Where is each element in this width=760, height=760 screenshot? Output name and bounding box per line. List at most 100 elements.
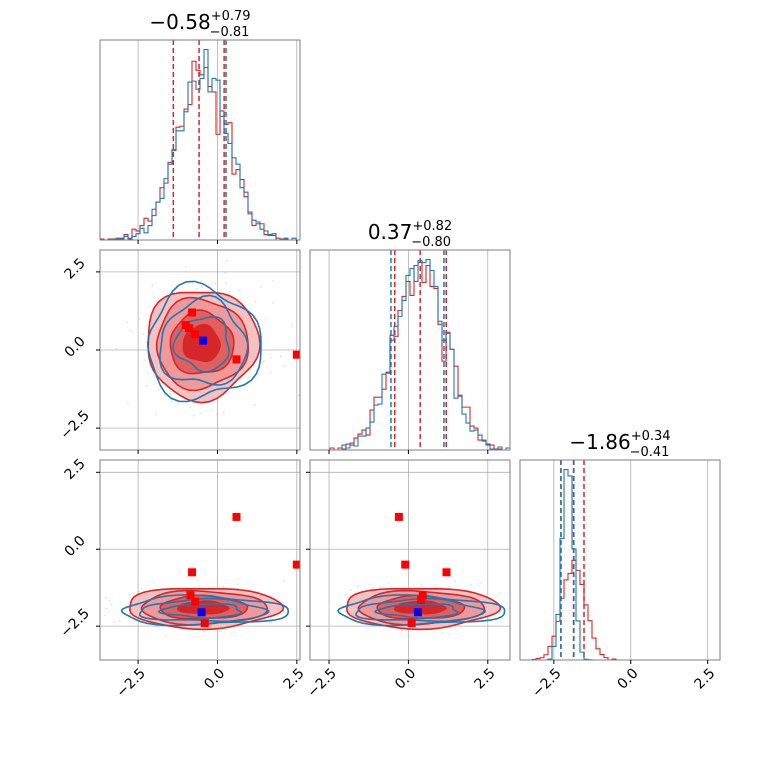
sample-point — [272, 301, 274, 304]
scatter-layer — [115, 259, 300, 417]
red-marker — [181, 321, 190, 329]
red-contour-line — [155, 296, 250, 392]
sample-point — [441, 632, 444, 635]
red-marker — [394, 512, 403, 521]
y-tick-label: −2.5 — [57, 408, 92, 443]
x-tick-label: −2.5 — [529, 666, 564, 701]
red-marker — [188, 568, 197, 577]
sample-point — [284, 611, 287, 614]
sample-point — [97, 599, 99, 601]
sample-point — [357, 585, 360, 588]
sample-point — [339, 604, 342, 607]
sample-point — [268, 621, 271, 624]
sample-point — [107, 610, 110, 613]
blue-contour-line — [336, 594, 506, 627]
grid — [100, 460, 300, 660]
sample-point — [104, 614, 106, 617]
sample-point — [138, 318, 141, 321]
blue-marker — [197, 608, 206, 617]
sample-point — [279, 355, 282, 358]
sample-point — [153, 581, 155, 584]
sample-point — [379, 585, 382, 588]
panel-title: −0.58+0.79 −0.81 — [149, 9, 250, 40]
sample-point — [365, 627, 368, 630]
sample-point — [140, 587, 143, 590]
panel-title: 0.37+0.82 −0.80 — [368, 219, 452, 250]
sample-point — [327, 616, 330, 619]
red-marker — [442, 568, 451, 577]
sample-point — [161, 384, 164, 387]
sample-point — [327, 625, 330, 628]
sample-point — [199, 412, 202, 415]
sample-point — [387, 581, 390, 584]
y-tick-label: 2.5 — [62, 256, 89, 283]
sample-point — [196, 287, 198, 290]
sample-point — [220, 630, 223, 633]
axes-frame — [99, 459, 301, 661]
red-marker — [200, 619, 209, 628]
axes-row2-col2 — [309, 249, 511, 454]
sample-point — [214, 282, 217, 285]
red-contour-line — [346, 588, 502, 631]
sample-point — [264, 317, 267, 320]
sample-point — [421, 584, 423, 587]
sample-point — [113, 621, 116, 623]
panel-row1-col1 — [137, 40, 298, 240]
red-marker — [401, 560, 410, 569]
axes-row3-col1: −2.5 0.0 2.5 −2.5 0.0 2.5 — [57, 456, 307, 701]
grid — [553, 460, 709, 660]
sample-point — [138, 590, 141, 593]
sample-point — [210, 409, 213, 412]
sample-point — [222, 411, 225, 414]
sample-point — [105, 607, 108, 610]
red-marker — [407, 619, 416, 628]
scatter-layer — [97, 512, 300, 637]
panel-row3-col3 — [553, 460, 709, 660]
blue-contour-line — [172, 315, 230, 373]
histogram-series-0 — [100, 60, 300, 240]
sample-point — [229, 290, 232, 293]
axes-frame — [99, 39, 301, 241]
histogram-series-1 — [520, 468, 720, 660]
sample-point — [130, 329, 132, 332]
sample-point — [236, 583, 239, 586]
x-tick-label: −2.5 — [114, 666, 149, 701]
red-marker — [417, 596, 426, 604]
sample-point — [127, 402, 129, 404]
sample-point — [225, 259, 228, 262]
red-marker — [191, 330, 200, 339]
sample-point — [197, 579, 200, 582]
sample-point — [136, 394, 139, 397]
red-contour-line — [129, 588, 285, 631]
red-marker — [292, 350, 300, 359]
sample-point — [202, 631, 205, 633]
grid — [328, 250, 489, 450]
sample-point — [253, 403, 256, 406]
sample-point — [297, 394, 300, 397]
sample-point — [499, 592, 502, 595]
red-contour-line — [169, 309, 235, 375]
sample-point — [269, 371, 272, 374]
sample-point — [485, 593, 488, 596]
x-tick-label: −2.5 — [305, 666, 340, 701]
red-marker — [418, 591, 427, 600]
sample-point — [136, 589, 139, 592]
sample-point — [197, 585, 200, 588]
sample-point — [171, 400, 174, 403]
sample-point — [282, 580, 285, 583]
blue-contour-line — [373, 603, 459, 619]
axes-frame — [519, 459, 721, 661]
sample-point — [238, 289, 241, 292]
sample-point — [200, 280, 203, 282]
grid — [310, 460, 510, 660]
sample-point — [546, 622, 548, 624]
y-tick-label: 2.5 — [62, 456, 89, 483]
sample-point — [151, 284, 154, 287]
sample-point — [276, 597, 279, 600]
sample-point — [224, 282, 227, 285]
x-tick-label: 2.5 — [281, 666, 308, 693]
blue-contour-line — [157, 603, 243, 619]
sample-point — [470, 583, 472, 586]
sample-point — [188, 406, 191, 409]
